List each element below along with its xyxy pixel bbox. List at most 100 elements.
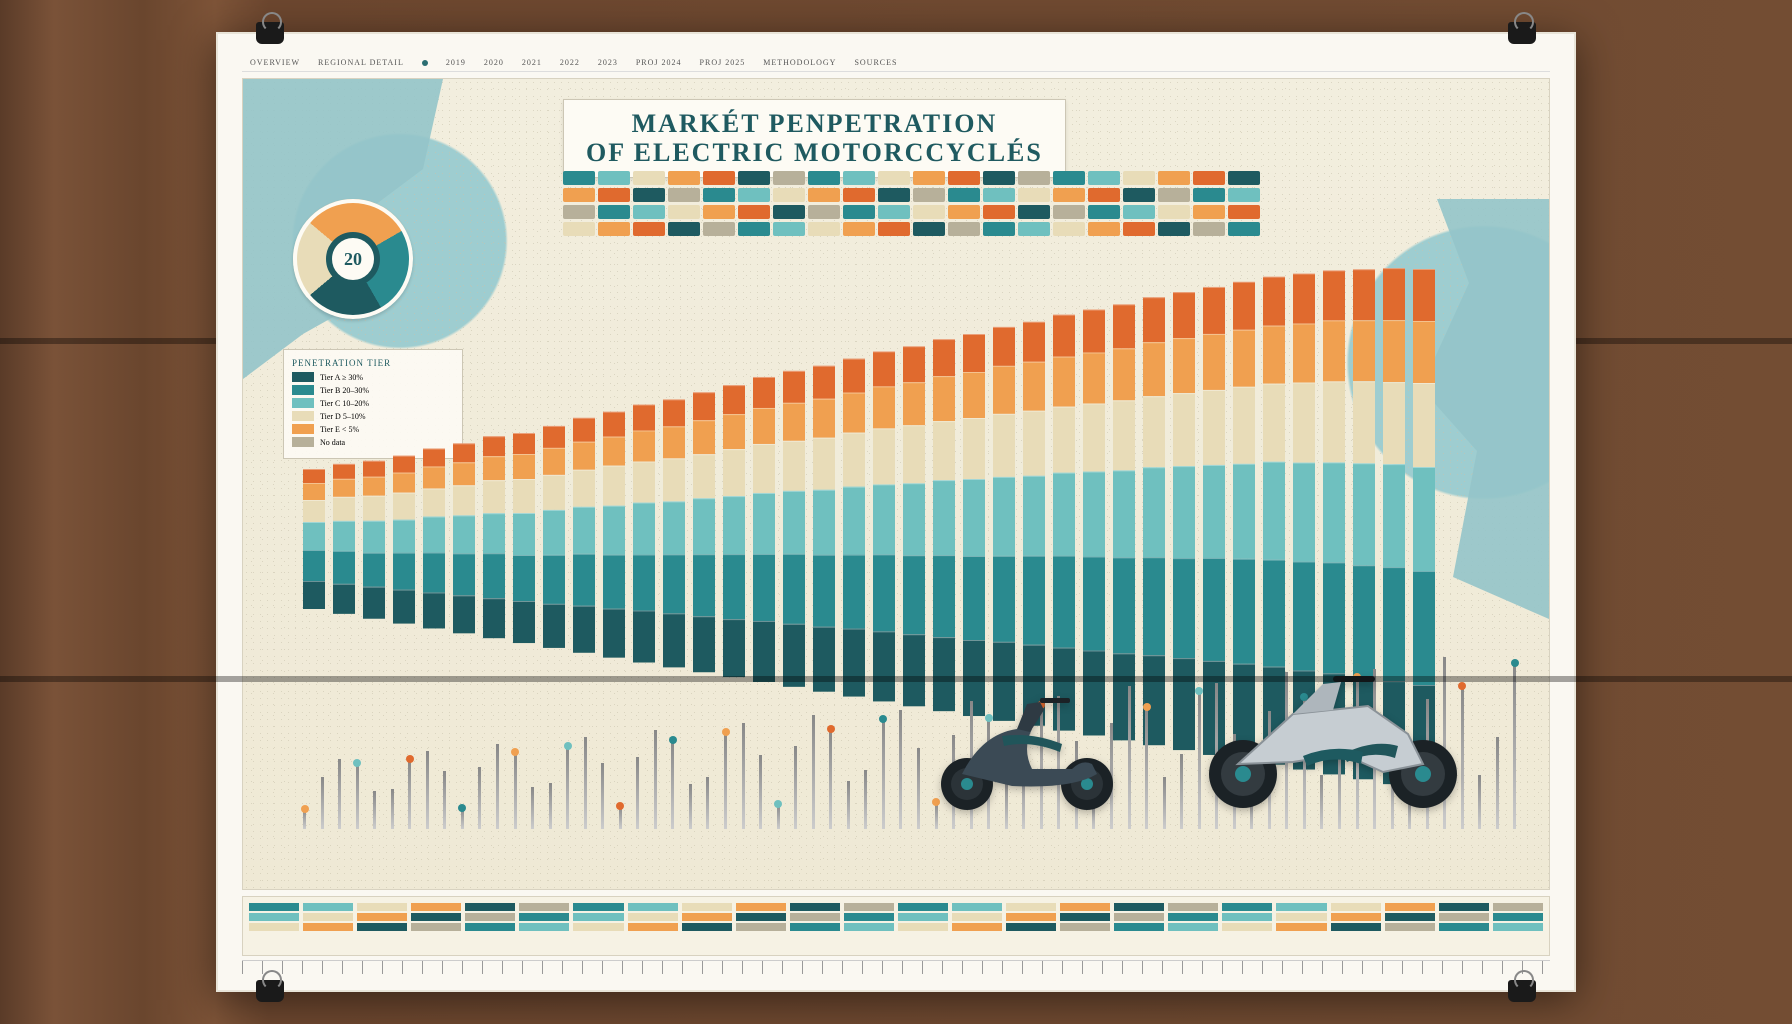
bar-segment (483, 481, 505, 513)
data-chip (983, 188, 1015, 202)
data-chip (983, 205, 1015, 219)
title-line: MARKÉT PENPETRATION (632, 109, 998, 138)
data-chip (1088, 222, 1120, 236)
data-chip (703, 171, 735, 185)
bottom-cell (1276, 903, 1326, 949)
data-chip (773, 188, 805, 202)
data-chip (1123, 222, 1155, 236)
bar-segment (423, 466, 445, 488)
bar-segment (963, 372, 985, 418)
bar-segment (1023, 411, 1045, 476)
bar-segment (363, 477, 385, 496)
bar-segment (1353, 269, 1375, 320)
data-chip (633, 222, 665, 236)
bottom-cell (898, 903, 948, 949)
data-chip (773, 222, 805, 236)
bar-segment (993, 327, 1015, 366)
bottom-cell-bar (1439, 923, 1489, 931)
bar-segment (1293, 383, 1315, 462)
data-chip (738, 188, 770, 202)
bar-segment (393, 590, 415, 624)
spike-bar (303, 809, 306, 829)
bar-segment (1323, 462, 1345, 563)
bar-segment (933, 421, 955, 481)
spike-bar (777, 804, 780, 829)
bar-segment (783, 554, 805, 624)
bar-segment (543, 448, 565, 475)
bar-segment (813, 490, 835, 555)
bar-segment (813, 366, 835, 399)
map-canvas: MARKÉT PENPETRATION OF ELECTRIC MOTORCCY… (242, 78, 1550, 890)
bar-segment (1173, 338, 1195, 393)
bar-segment (573, 470, 595, 508)
bar-segment (1083, 352, 1105, 403)
bar-segment (483, 436, 505, 456)
bar-segment (453, 595, 475, 633)
bar-column (1023, 322, 1045, 726)
bar-column (1143, 297, 1165, 745)
bar-segment (453, 516, 475, 554)
bar-segment (1413, 383, 1435, 466)
bar-segment (543, 510, 565, 554)
bar-segment (633, 405, 655, 431)
bar-column (483, 436, 505, 638)
poster: OVERVIEWREGIONAL DETAIL20192020202120222… (216, 32, 1576, 992)
bottom-cell-bar (790, 913, 840, 921)
bottom-ruler (242, 960, 1550, 974)
bar-segment (333, 584, 355, 614)
bottom-cell-bar (465, 903, 515, 911)
bar-segment (1353, 463, 1375, 565)
bottom-cell-bar (1114, 913, 1164, 921)
bar-column (873, 351, 895, 701)
bar-segment (1113, 557, 1135, 653)
bar-segment (963, 556, 985, 640)
data-chip (563, 205, 595, 219)
bar-column (603, 412, 625, 658)
bar-segment (453, 462, 475, 485)
bottom-cell-bar (1222, 903, 1272, 911)
bottom-cell (573, 903, 623, 949)
bar-segment (1323, 381, 1345, 462)
bar-segment (483, 553, 505, 597)
bar-segment (693, 392, 715, 420)
bar-segment (1053, 406, 1075, 473)
bar-segment (873, 631, 895, 701)
data-chip (598, 171, 630, 185)
bar-segment (363, 552, 385, 587)
data-chip (1158, 222, 1190, 236)
data-chip (703, 205, 735, 219)
data-chip (1193, 171, 1225, 185)
bar-column (783, 371, 805, 687)
bar-segment (303, 581, 325, 609)
bar-segment (753, 493, 775, 554)
bar-segment (1053, 473, 1075, 556)
data-chip (1018, 171, 1050, 185)
bottom-cell-bar (573, 903, 623, 911)
bar-segment (903, 483, 925, 555)
bar-segment (1113, 400, 1135, 470)
bottom-cell-bar (952, 923, 1002, 931)
data-chip (598, 205, 630, 219)
topstrip-item: 2019 (446, 58, 466, 67)
bottom-cell (1114, 903, 1164, 949)
bottom-cell-bar (1060, 913, 1110, 921)
data-chip (703, 222, 735, 236)
data-chip (843, 171, 875, 185)
bottom-cell-bar (1060, 923, 1110, 931)
bar-segment (1413, 321, 1435, 383)
bar-segment (603, 412, 625, 437)
bar-segment (753, 444, 775, 493)
data-chip (668, 222, 700, 236)
topstrip-item (422, 60, 428, 66)
data-chip (1053, 205, 1085, 219)
bar-segment (873, 428, 895, 484)
data-chip (563, 222, 595, 236)
bar-segment (873, 554, 895, 631)
bottom-cell (1331, 903, 1381, 949)
bar-segment (1053, 556, 1075, 648)
bar-segment (783, 402, 805, 440)
data-chip (1018, 222, 1050, 236)
spike-bar (689, 784, 692, 829)
bottom-cell-bar (1222, 913, 1272, 921)
data-chip (668, 171, 700, 185)
